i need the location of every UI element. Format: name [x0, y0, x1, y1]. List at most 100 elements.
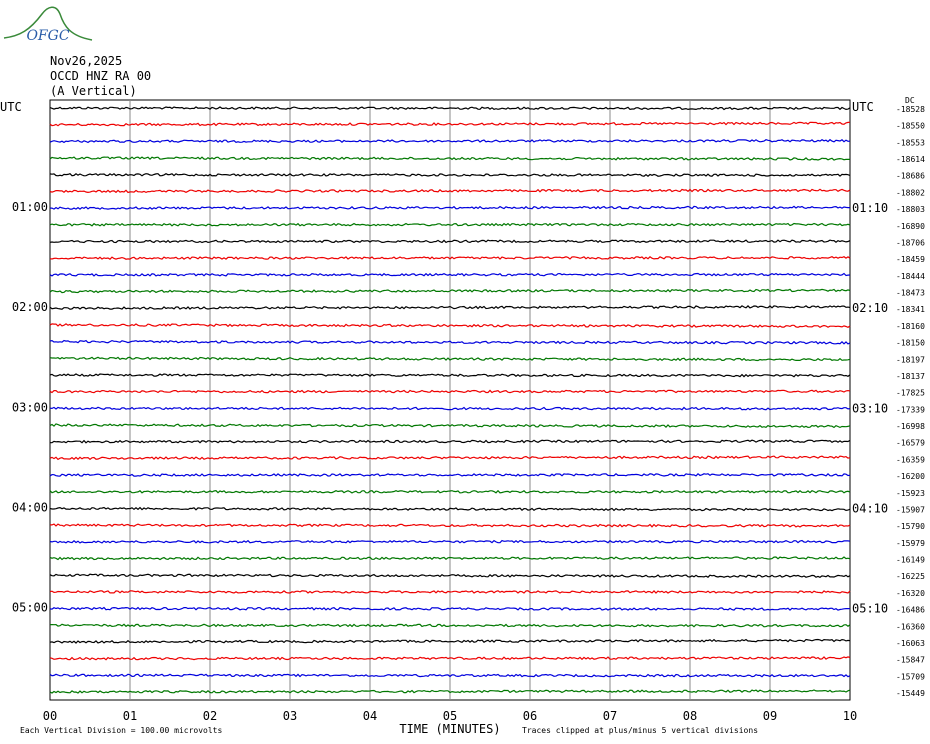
- trace-offset: -18550: [896, 122, 925, 131]
- trace: [49, 590, 851, 594]
- trace-offset: -18459: [896, 255, 925, 264]
- trace: [49, 455, 851, 461]
- x-tick-label: 08: [683, 709, 697, 723]
- x-tick-label: 09: [763, 709, 777, 723]
- scale-note: Each Vertical Division = 100.00 microvol…: [20, 726, 222, 735]
- trace: [49, 288, 851, 294]
- trace-offset: -15790: [896, 522, 925, 531]
- trace-offset: -15449: [896, 689, 925, 698]
- x-tick-label: 10: [843, 709, 857, 723]
- x-tick-label: 00: [43, 709, 57, 723]
- trace-offset: -18197: [896, 355, 925, 364]
- trace: [49, 222, 851, 227]
- trace: [49, 272, 851, 277]
- trace-offset: -16149: [896, 556, 925, 565]
- trace: [49, 121, 851, 127]
- trace-offset: -18160: [896, 322, 925, 331]
- trace-offset: -16579: [896, 439, 925, 448]
- trace: [49, 539, 851, 544]
- trace-offset: -18473: [896, 289, 925, 298]
- trace: [49, 638, 851, 644]
- trace-offset: -18150: [896, 339, 925, 348]
- trace-offset: -15907: [896, 505, 925, 514]
- trace: [49, 305, 851, 310]
- trace-offset: -18803: [896, 205, 925, 214]
- logo: OFGC: [26, 28, 69, 44]
- trace-offset: -17339: [896, 405, 925, 414]
- date: Nov26,2025: [50, 54, 122, 68]
- trace: [49, 673, 851, 678]
- right-time-label: 03:10: [852, 401, 888, 415]
- trace: [49, 506, 851, 512]
- trace: [49, 573, 851, 578]
- trace-offset: -15847: [896, 656, 925, 665]
- x-tick-label: 06: [523, 709, 537, 723]
- trace-offset: -16360: [896, 622, 925, 631]
- trace-offset: -17825: [896, 389, 925, 398]
- trace-offset: -16998: [896, 422, 925, 431]
- station: OCCD HNZ RA 00: [50, 69, 151, 83]
- x-tick-label: 02: [203, 709, 217, 723]
- trace: [49, 623, 851, 628]
- x-tick-label: 01: [123, 709, 137, 723]
- trace-offset: -15709: [896, 672, 925, 681]
- trace: [50, 205, 850, 210]
- left-time-label: 05:00: [12, 601, 48, 615]
- trace: [49, 489, 851, 494]
- trace: [49, 656, 851, 661]
- trace: [49, 689, 851, 694]
- x-tick-label: 03: [283, 709, 297, 723]
- left-time-label: 02:00: [12, 300, 48, 314]
- left-time-label: 04:00: [12, 500, 48, 514]
- trace-offset: -15979: [896, 539, 925, 548]
- trace-offset: -18686: [896, 172, 925, 181]
- left-time-label: 01:00: [12, 200, 48, 214]
- trace-offset: -18614: [896, 155, 925, 164]
- x-tick-label: 07: [603, 709, 617, 723]
- right-time-label: 05:10: [852, 602, 888, 616]
- trace-offset: -18528: [896, 105, 925, 114]
- trace-offset: -18341: [896, 305, 925, 314]
- trace: [49, 373, 851, 378]
- component: (A Vertical): [50, 84, 137, 98]
- clip-note: Traces clipped at plus/minus 5 vertical …: [522, 726, 758, 735]
- trace: [49, 556, 851, 561]
- trace: [49, 138, 851, 144]
- trace: [49, 423, 851, 429]
- trace: [49, 188, 851, 194]
- left-time-label: 03:00: [12, 400, 48, 414]
- logo-curve: [3, 6, 93, 41]
- trace-offset: -15923: [896, 489, 925, 498]
- trace-offset: -18802: [896, 188, 925, 197]
- trace-offset: -18706: [896, 238, 925, 247]
- trace-offset: -18444: [896, 272, 925, 281]
- trace: [49, 606, 851, 611]
- trace: [49, 106, 851, 111]
- trace: [49, 472, 851, 477]
- trace-offset: -16486: [896, 606, 925, 615]
- trace: [49, 356, 851, 362]
- right-time-label: UTC: [852, 100, 874, 114]
- trace: [49, 439, 851, 444]
- x-axis-title: TIME (MINUTES): [399, 722, 500, 736]
- left-time-label: UTC: [0, 100, 22, 114]
- trace-offset: -18137: [896, 372, 925, 381]
- x-tick-label: 05: [443, 709, 457, 723]
- trace-offset: -16359: [896, 455, 925, 464]
- trace: [49, 256, 851, 260]
- trace-offset: -16890: [896, 222, 925, 231]
- trace: [49, 389, 851, 394]
- trace: [49, 239, 851, 244]
- x-tick-label: 04: [363, 709, 377, 723]
- trace-offset: -16320: [896, 589, 925, 598]
- trace-offset: -16200: [896, 472, 925, 481]
- trace-offset: -18553: [896, 138, 925, 147]
- trace-offset: -16063: [896, 639, 925, 648]
- trace-offset: -16225: [896, 572, 925, 581]
- right-time-label: 01:10: [852, 201, 888, 215]
- right-time-label: 02:10: [852, 301, 888, 315]
- trace: [49, 323, 851, 329]
- trace: [50, 523, 851, 528]
- trace: [49, 339, 851, 345]
